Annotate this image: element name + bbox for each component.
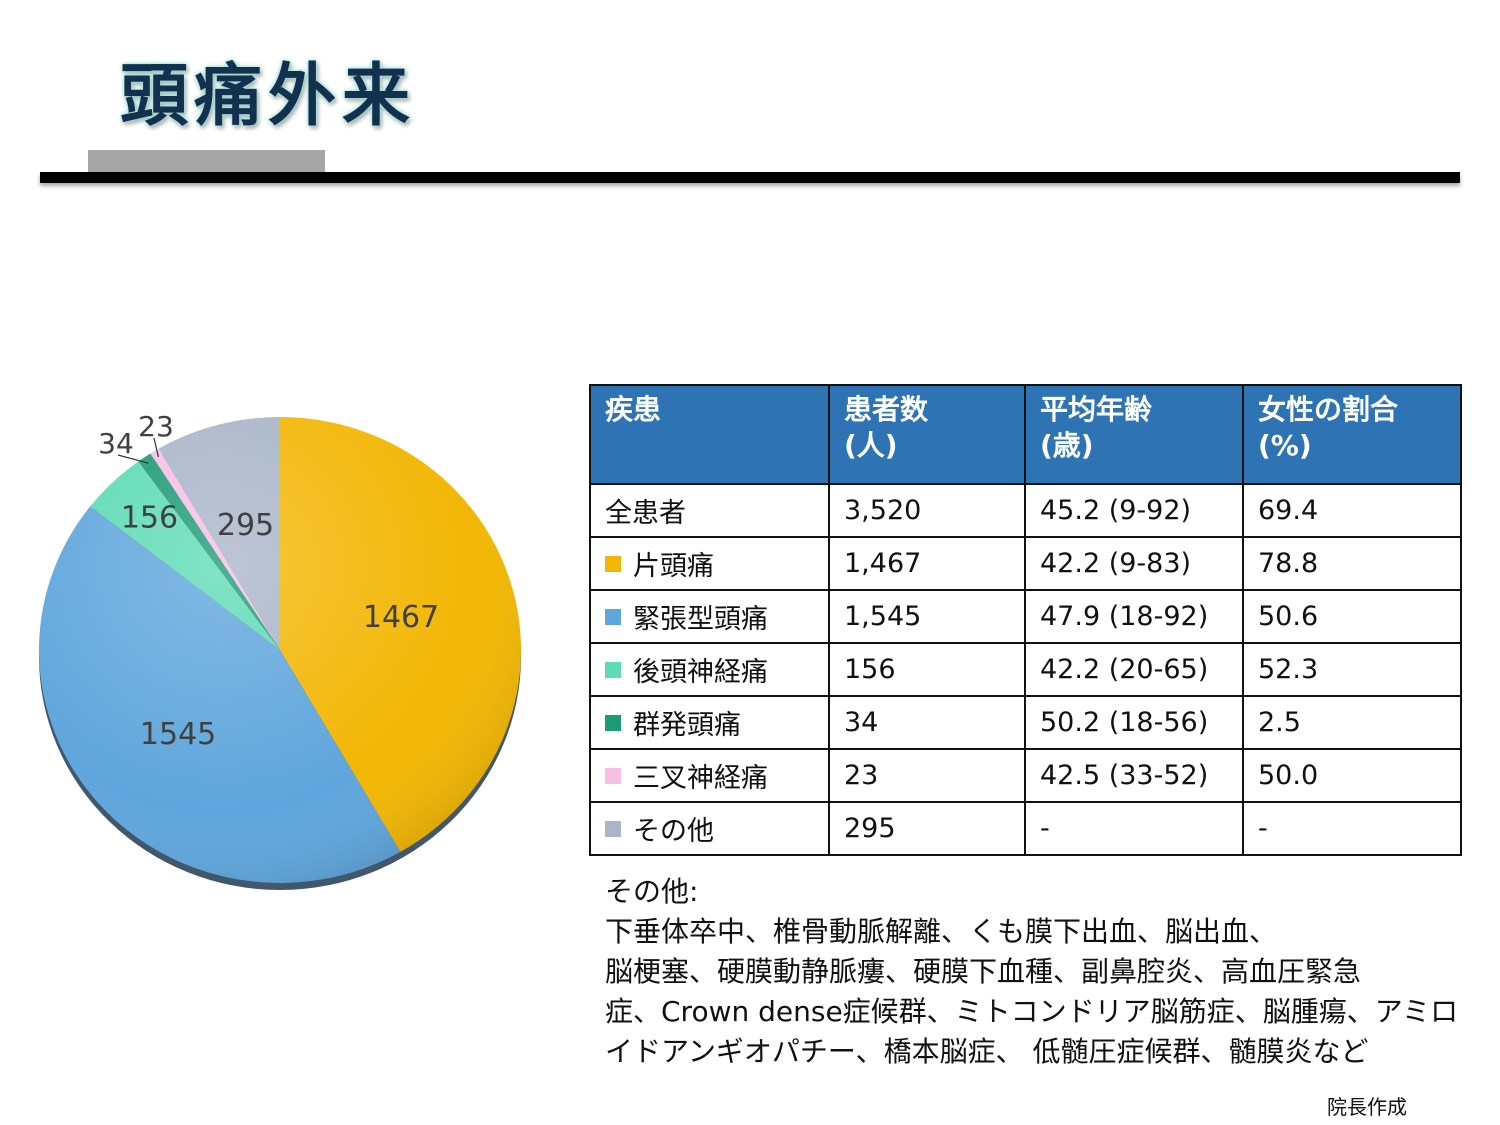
author-credit: 院長作成: [1327, 1095, 1407, 1119]
disease-cell: 後頭神経痛: [589, 642, 830, 697]
patient-count-cell: 34: [828, 695, 1026, 750]
pie-data-label: 1545: [140, 717, 216, 752]
female-ratio-cell: 50.0: [1242, 748, 1462, 803]
table-row: 三叉神経痛 23 42.5 (33-52) 50.0: [589, 748, 1462, 803]
note-line: 下垂体卒中、椎骨動脈解離、くも膜下出血、脳出血、: [605, 915, 1278, 948]
table-row: 後頭神経痛 156 42.2 (20-65) 52.3: [589, 642, 1462, 697]
headache-stats-table: 疾患 患者数 (人) 平均年齢 (歳) 女性の割合 (%) 全患者 3,520 45.2 …: [589, 384, 1462, 856]
title-underline-rule: [40, 172, 1460, 183]
patient-count-cell: 23: [828, 748, 1026, 803]
disease-cell: 群発頭痛: [589, 695, 830, 750]
female-ratio-cell: -: [1242, 801, 1462, 856]
female-ratio-cell: 50.6: [1242, 589, 1462, 644]
patient-count-cell: 295: [828, 801, 1026, 856]
disease-name: 全患者: [605, 498, 686, 529]
title-accent-bar: [88, 150, 325, 172]
mean-age-cell: 42.5 (33-52): [1024, 748, 1244, 803]
legend-swatch: [605, 767, 621, 784]
pie-leader-line: [153, 437, 159, 458]
pie-leader-line: [117, 454, 149, 464]
disease-name: 緊張型頭痛: [633, 604, 768, 635]
patient-count-cell: 3,520: [828, 483, 1026, 538]
slide-title: 頭痛外来: [120, 57, 417, 136]
table-row: 緊張型頭痛 1,545 47.9 (18-92) 50.6: [589, 589, 1462, 644]
patient-count-cell: 156: [828, 642, 1026, 697]
disease-name: 三叉神経痛: [633, 763, 768, 794]
other-conditions-note: その他: 下垂体卒中、椎骨動脈解離、くも膜下出血、脳出血、 脳梗塞、硬膜動静脈瘻…: [605, 872, 1458, 1072]
female-ratio-cell: 78.8: [1242, 536, 1462, 591]
disease-name: 群発頭痛: [633, 710, 741, 741]
legend-swatch: [605, 608, 621, 625]
table-row: 片頭痛 1,467 42.2 (9-83) 78.8: [589, 536, 1462, 591]
pie-data-label: 295: [217, 508, 274, 543]
header-disease: 疾患: [589, 384, 830, 485]
patient-count-cell: 1,467: [828, 536, 1026, 591]
table-header-row: 疾患 患者数 (人) 平均年齢 (歳) 女性の割合 (%): [589, 384, 1462, 485]
disease-name: その他: [633, 816, 714, 847]
table-row: 群発頭痛 34 50.2 (18-56) 2.5: [589, 695, 1462, 750]
legend-swatch: [605, 714, 621, 731]
note-line: 症、Crown dense症候群、ミトコンドリア脳筋症、脳腫瘍、アミロ: [605, 995, 1459, 1028]
female-ratio-cell: 52.3: [1242, 642, 1462, 697]
legend-swatch: [605, 661, 621, 678]
header-mean-age: 平均年齢 (歳): [1024, 384, 1244, 485]
disease-cell: その他: [589, 801, 830, 856]
table-row: その他 295- -: [589, 801, 1462, 856]
disease-cell: 全患者: [589, 483, 830, 538]
disease-name: 後頭神経痛: [633, 657, 768, 688]
mean-age-cell: 45.2 (9-92): [1024, 483, 1244, 538]
pie-data-label: 156: [121, 501, 178, 536]
pie-gloss-overlay: [39, 417, 521, 883]
disease-cell: 三叉神経痛: [589, 748, 830, 803]
disease-cell: 緊張型頭痛: [589, 589, 830, 644]
disease-name: 片頭痛: [633, 551, 714, 582]
pie-data-label: 1467: [363, 600, 439, 635]
disease-cell: 片頭痛: [589, 536, 830, 591]
pie-data-label: 34: [98, 427, 134, 460]
header-female-ratio: 女性の割合 (%): [1242, 384, 1462, 485]
mean-age-cell: 47.9 (18-92): [1024, 589, 1244, 644]
mean-age-cell: 42.2 (9-83): [1024, 536, 1244, 591]
patient-count-cell: 1,545: [828, 589, 1026, 644]
mean-age-cell: 42.2 (20-65): [1024, 642, 1244, 697]
table-row: 全患者 3,520 45.2 (9-92) 69.4: [589, 483, 1462, 538]
pie-data-label: 23: [138, 410, 174, 443]
note-line: 脳梗塞、硬膜動静脈瘻、硬膜下血種、副鼻腔炎、高血圧緊急: [605, 955, 1362, 988]
female-ratio-cell: 2.5: [1242, 695, 1462, 750]
note-line: イドアンギオパチー、橋本脳症、 低髄圧症候群、髄膜炎など: [605, 1035, 1369, 1068]
mean-age-cell: -: [1024, 801, 1244, 856]
legend-swatch: [605, 820, 621, 837]
note-heading: その他:: [605, 875, 699, 908]
header-patient-count: 患者数 (人): [828, 384, 1026, 485]
mean-age-cell: 50.2 (18-56): [1024, 695, 1244, 750]
female-ratio-cell: 69.4: [1242, 483, 1462, 538]
legend-swatch: [605, 555, 621, 572]
